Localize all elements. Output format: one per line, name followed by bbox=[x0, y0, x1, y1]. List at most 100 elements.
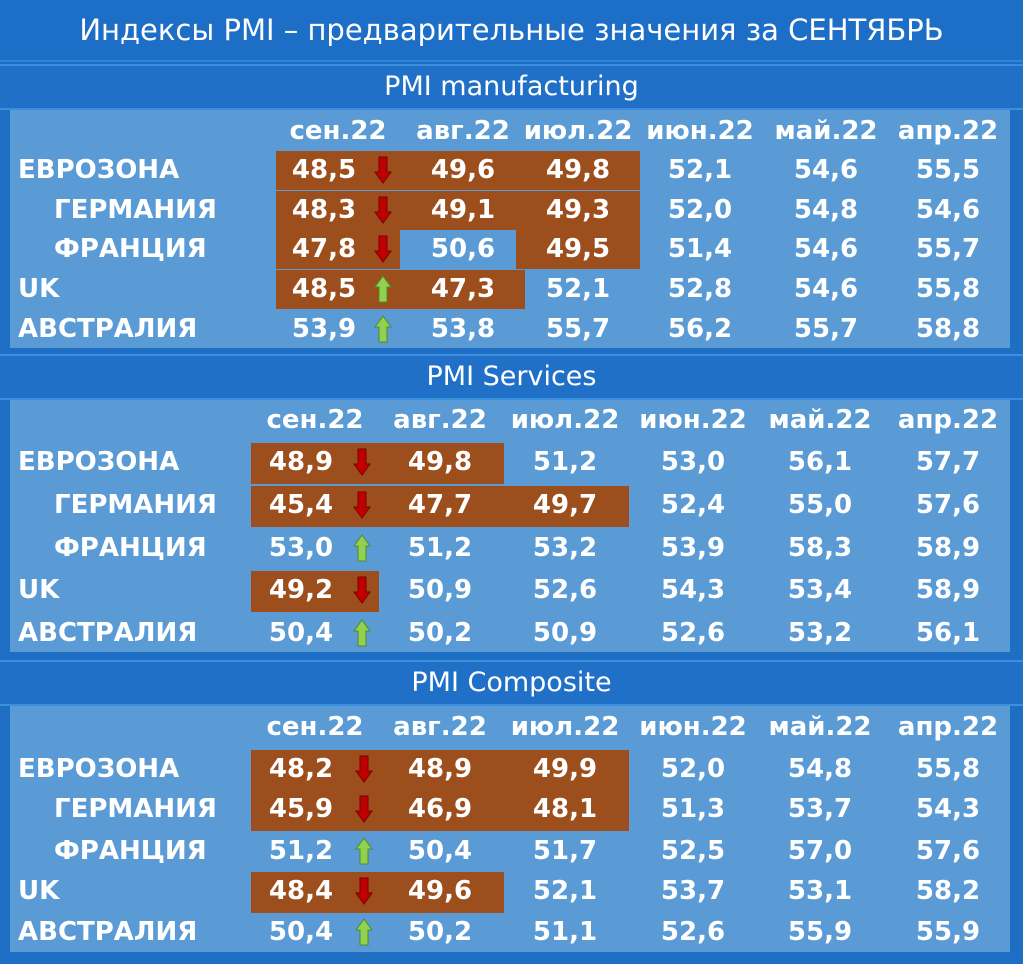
value-cell: 52,1 bbox=[545, 274, 611, 304]
value-cell: 53,0 bbox=[268, 533, 334, 563]
arrow-up-icon bbox=[355, 918, 373, 946]
value-cell: 55,7 bbox=[545, 314, 611, 344]
value-cell: 52,6 bbox=[532, 575, 598, 605]
row-label: ФРАНЦИЯ bbox=[54, 234, 207, 264]
value-cell: 54,6 bbox=[793, 155, 859, 185]
value-cell: 49,9 bbox=[532, 754, 598, 784]
value-cell: 52,6 bbox=[660, 618, 726, 648]
value-cell: 53,0 bbox=[660, 447, 726, 477]
row-label: UK bbox=[18, 274, 60, 304]
highlight-cell bbox=[251, 443, 504, 484]
arrow-down-icon bbox=[355, 755, 373, 783]
value-cell: 55,7 bbox=[915, 234, 981, 264]
value-cell: 58,9 bbox=[915, 533, 981, 563]
value-cell: 54,8 bbox=[787, 754, 853, 784]
arrow-up-icon bbox=[353, 619, 371, 647]
row-label: ФРАНЦИЯ bbox=[54, 533, 207, 563]
value-cell: 49,7 bbox=[532, 490, 598, 520]
value-cell: 47,8 bbox=[291, 234, 357, 264]
value-cell: 51,4 bbox=[667, 234, 733, 264]
column-header: апр.22 bbox=[897, 405, 999, 435]
arrow-down-icon bbox=[355, 795, 373, 823]
arrow-up-icon bbox=[374, 315, 392, 343]
value-cell: 48,3 bbox=[291, 195, 357, 225]
arrow-down-icon bbox=[374, 196, 392, 224]
highlight-cell bbox=[276, 151, 640, 190]
value-cell: 57,7 bbox=[915, 447, 981, 477]
page-title: Индексы PMI – предварительные значения з… bbox=[0, 0, 1023, 62]
value-cell: 47,3 bbox=[430, 274, 496, 304]
value-cell: 49,8 bbox=[407, 447, 473, 477]
value-cell: 51,2 bbox=[407, 533, 473, 563]
row-label: АВСТРАЛИЯ bbox=[18, 618, 198, 648]
row-label: ЕВРОЗОНА bbox=[18, 155, 180, 185]
value-cell: 53,4 bbox=[787, 575, 853, 605]
row-label: UK bbox=[18, 575, 60, 605]
value-cell: 51,1 bbox=[532, 917, 598, 947]
value-cell: 52,8 bbox=[667, 274, 733, 304]
value-cell: 46,9 bbox=[407, 794, 473, 824]
column-header: авг.22 bbox=[393, 405, 487, 435]
value-cell: 58,3 bbox=[787, 533, 853, 563]
value-cell: 53,9 bbox=[660, 533, 726, 563]
value-cell: 52,0 bbox=[660, 754, 726, 784]
value-cell: 54,6 bbox=[793, 234, 859, 264]
column-header: авг.22 bbox=[416, 116, 510, 146]
column-header: июн.22 bbox=[639, 712, 747, 742]
value-cell: 50,2 bbox=[407, 618, 473, 648]
column-header: авг.22 bbox=[393, 712, 487, 742]
column-header: июн.22 bbox=[639, 405, 747, 435]
value-cell: 55,8 bbox=[915, 754, 981, 784]
arrow-down-icon bbox=[353, 448, 371, 476]
value-cell: 51,2 bbox=[532, 447, 598, 477]
value-cell: 48,1 bbox=[532, 794, 598, 824]
highlight-cell bbox=[251, 872, 504, 913]
value-cell: 54,6 bbox=[793, 274, 859, 304]
arrow-down-icon bbox=[355, 877, 373, 905]
value-cell: 55,9 bbox=[915, 917, 981, 947]
value-cell: 50,4 bbox=[268, 917, 334, 947]
value-cell: 57,6 bbox=[915, 490, 981, 520]
value-cell: 50,2 bbox=[407, 917, 473, 947]
row-label: ФРАНЦИЯ bbox=[54, 836, 207, 866]
row-label: ЕВРОЗОНА bbox=[18, 754, 180, 784]
value-cell: 48,5 bbox=[291, 274, 357, 304]
value-cell: 54,3 bbox=[660, 575, 726, 605]
value-cell: 52,0 bbox=[667, 195, 733, 225]
value-cell: 45,4 bbox=[268, 490, 334, 520]
value-cell: 58,8 bbox=[915, 314, 981, 344]
value-cell: 53,1 bbox=[787, 876, 853, 906]
column-header: сен.22 bbox=[289, 116, 387, 146]
value-cell: 50,6 bbox=[430, 234, 496, 264]
value-cell: 48,5 bbox=[291, 155, 357, 185]
column-header: апр.22 bbox=[897, 712, 999, 742]
value-cell: 50,9 bbox=[532, 618, 598, 648]
value-cell: 52,1 bbox=[667, 155, 733, 185]
value-cell: 58,2 bbox=[915, 876, 981, 906]
value-cell: 48,9 bbox=[407, 754, 473, 784]
highlight-cell bbox=[251, 790, 629, 831]
value-cell: 55,0 bbox=[787, 490, 853, 520]
value-cell: 53,7 bbox=[660, 876, 726, 906]
value-cell: 57,6 bbox=[915, 836, 981, 866]
column-header: май.22 bbox=[768, 712, 872, 742]
row-label: UK bbox=[18, 876, 60, 906]
arrow-up-icon bbox=[374, 275, 392, 303]
value-cell: 49,3 bbox=[545, 195, 611, 225]
row-label: ЕВРОЗОНА bbox=[18, 447, 180, 477]
value-cell: 47,7 bbox=[407, 490, 473, 520]
value-cell: 50,4 bbox=[407, 836, 473, 866]
value-cell: 48,2 bbox=[268, 754, 334, 784]
column-header: июл.22 bbox=[510, 405, 620, 435]
highlight-cell bbox=[251, 486, 629, 527]
section-title: PMI manufacturing bbox=[0, 64, 1023, 110]
value-cell: 54,8 bbox=[793, 195, 859, 225]
column-header: сен.22 bbox=[266, 405, 364, 435]
value-cell: 55,7 bbox=[793, 314, 859, 344]
column-header: июл.22 bbox=[523, 116, 633, 146]
value-cell: 58,9 bbox=[915, 575, 981, 605]
value-cell: 56,2 bbox=[667, 314, 733, 344]
value-cell: 54,6 bbox=[915, 195, 981, 225]
value-cell: 45,9 bbox=[268, 794, 334, 824]
highlight-cell bbox=[251, 750, 629, 791]
